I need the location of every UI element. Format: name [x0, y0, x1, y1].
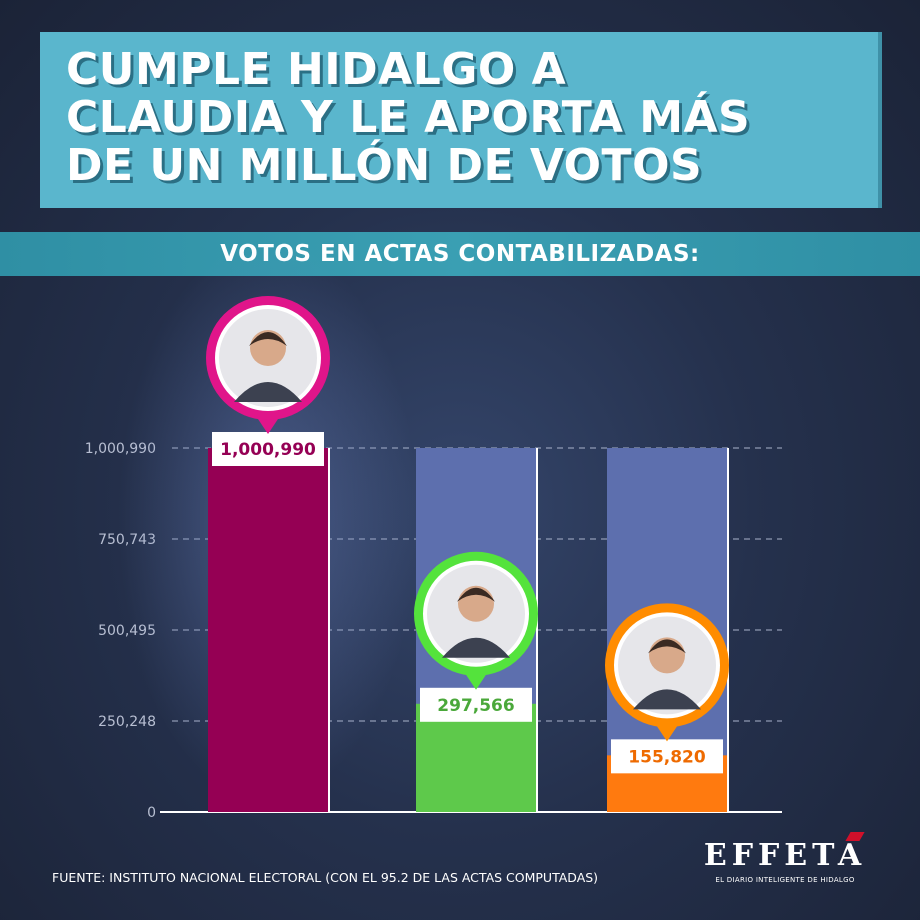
pin-pointer: [655, 723, 679, 742]
person-avatar-icon: [648, 639, 686, 654]
value-label-box: [212, 432, 324, 466]
subtitle-band: VOTOS EN ACTAS CONTABILIZADAS:: [0, 232, 920, 276]
y-tick-label: 0: [147, 805, 156, 821]
bar: [416, 703, 536, 812]
source-note: FUENTE: INSTITUTO NACIONAL ELECTORAL (CO…: [52, 870, 599, 885]
person-avatar-icon: [457, 587, 495, 602]
pin-pointer: [464, 671, 488, 690]
person-avatar-icon: [234, 382, 302, 402]
pin-pointer: [256, 416, 280, 434]
value-label: 297,566: [437, 696, 514, 716]
value-label-box: [611, 739, 723, 774]
headline-line: CLAUDIA Y LE APORTA MÁS: [66, 92, 751, 143]
brand-logo: EFFETÁ EL DIARIO INTELIGENTE DE HIDALGO: [700, 832, 870, 884]
brand-name: EFFETÁ: [700, 832, 870, 874]
value-label-box: [420, 687, 532, 722]
person-avatar-icon: [249, 332, 287, 346]
headline-line: DE UN MILLÓN DE VOTOS: [66, 140, 703, 191]
title-banner: CUMPLE HIDALGO A CLAUDIA Y LE APORTA MÁS…: [40, 32, 882, 208]
person-avatar-icon: [633, 689, 701, 710]
headline: CUMPLE HIDALGO A CLAUDIA Y LE APORTA MÁS…: [66, 46, 866, 190]
brand-name-text: EFFETÁ: [703, 838, 867, 873]
bar: [208, 448, 328, 812]
value-label: 1,000,990: [220, 440, 316, 460]
headline-line: CUMPLE HIDALGO A: [66, 44, 567, 95]
brand-tagline: EL DIARIO INTELIGENTE DE HIDALGO: [715, 876, 855, 884]
y-tick-label: 250,248: [98, 714, 156, 730]
value-label: 155,820: [628, 747, 706, 767]
person-avatar-icon: [442, 637, 510, 658]
